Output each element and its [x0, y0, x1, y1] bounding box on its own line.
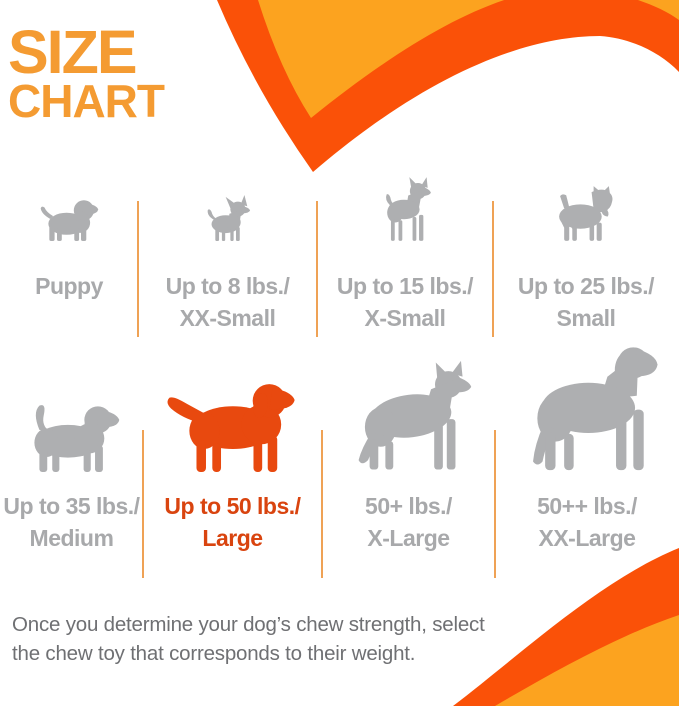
puppy-icon-wrap: [36, 180, 102, 242]
chihuahua-dog-icon: [207, 195, 250, 242]
size-name-label: X-Large: [367, 525, 450, 551]
size-cell-medium: Up to 35 lbs./ Medium: [0, 340, 143, 588]
size-cell-label: 50+ lbs./ X-Large: [365, 490, 452, 554]
size-cell-x-large: 50+ lbs./ X-Large: [322, 340, 495, 588]
divider-row2-1: [142, 430, 144, 578]
beagle-dog-icon: [34, 405, 120, 472]
size-name-label: Large: [202, 525, 263, 551]
divider-row2-2: [321, 430, 323, 578]
puppy-dog-icon: [40, 200, 99, 242]
size-cell-large-selected: Up to 50 lbs./ Large: [143, 340, 322, 588]
size-name-label: X-Small: [364, 305, 446, 331]
size-cell-label: Up to 35 lbs./ Medium: [3, 490, 140, 554]
size-cell-xx-large: 50++ lbs./ XX-Large: [495, 340, 679, 588]
weight-label: 50+ lbs./: [365, 493, 452, 519]
weight-label: Up to 15 lbs./: [336, 273, 474, 299]
weight-label: Up to 35 lbs./: [3, 493, 140, 519]
divider-row1-1: [137, 201, 139, 337]
divider-row2-3: [494, 430, 496, 578]
weight-label: Up to 50 lbs./: [164, 493, 301, 519]
labrador-dog-icon: [167, 384, 295, 472]
size-cell-label: Up to 8 lbs./ XX-Small: [166, 270, 290, 334]
size-cell-label: 50++ lbs./ XX-Large: [537, 490, 637, 554]
labrador-icon-wrap: [163, 340, 302, 472]
weight-label: Up to 25 lbs./: [517, 273, 655, 299]
title-line-size: SIZE: [8, 18, 138, 86]
size-cell-label: Up to 15 lbs./ X-Small: [336, 270, 474, 334]
instruction-text: Once you determine your dog’s chew stren…: [12, 610, 485, 668]
weight-label: Up to 8 lbs./: [165, 273, 290, 299]
size-cell-small: Up to 25 lbs./ Small: [493, 180, 679, 340]
chihuahua-icon-wrap: [202, 180, 254, 242]
german-shepherd-dog-icon: [358, 360, 471, 470]
great-dane-icon-wrap: [514, 340, 661, 472]
min-pin-icon-wrap: [378, 177, 432, 242]
size-name-label: Medium: [29, 525, 114, 551]
terrier-dog-icon: [559, 186, 613, 241]
size-name-label: XX-Small: [179, 305, 276, 331]
weight-label: 50++ lbs./: [537, 493, 637, 519]
size-cell-label: Puppy: [35, 270, 103, 302]
divider-row1-3: [492, 201, 494, 337]
beagle-icon-wrap: [18, 340, 125, 472]
instruction-line-2: the chew toy that corresponds to their w…: [12, 642, 416, 665]
size-cell-x-small: Up to 15 lbs./ X-Small: [317, 177, 493, 340]
divider-row1-2: [316, 201, 318, 337]
weight-label: Puppy: [35, 273, 103, 299]
terrier-icon-wrap: [553, 180, 619, 242]
size-cell-label: Up to 50 lbs./ Large: [164, 490, 301, 554]
size-row-large-dogs: Up to 35 lbs./ Medium: [0, 340, 679, 588]
size-row-small-dogs: Puppy: [0, 177, 679, 340]
miniature-pinscher-dog-icon: [386, 177, 431, 241]
page-title: SIZE CHART: [8, 18, 165, 128]
size-name-label: Small: [556, 305, 616, 331]
title-line-chart: CHART: [8, 75, 165, 128]
size-cell-xx-small: Up to 8 lbs./ XX-Small: [138, 180, 317, 340]
german-shepherd-icon-wrap: [346, 340, 472, 472]
size-cell-label: Up to 25 lbs./ Small: [517, 270, 655, 334]
size-cell-puppy: Puppy: [0, 180, 138, 340]
size-name-label: XX-Large: [538, 525, 636, 551]
great-dane-dog-icon: [532, 347, 658, 471]
instruction-line-1: Once you determine your dog’s chew stren…: [12, 613, 485, 636]
